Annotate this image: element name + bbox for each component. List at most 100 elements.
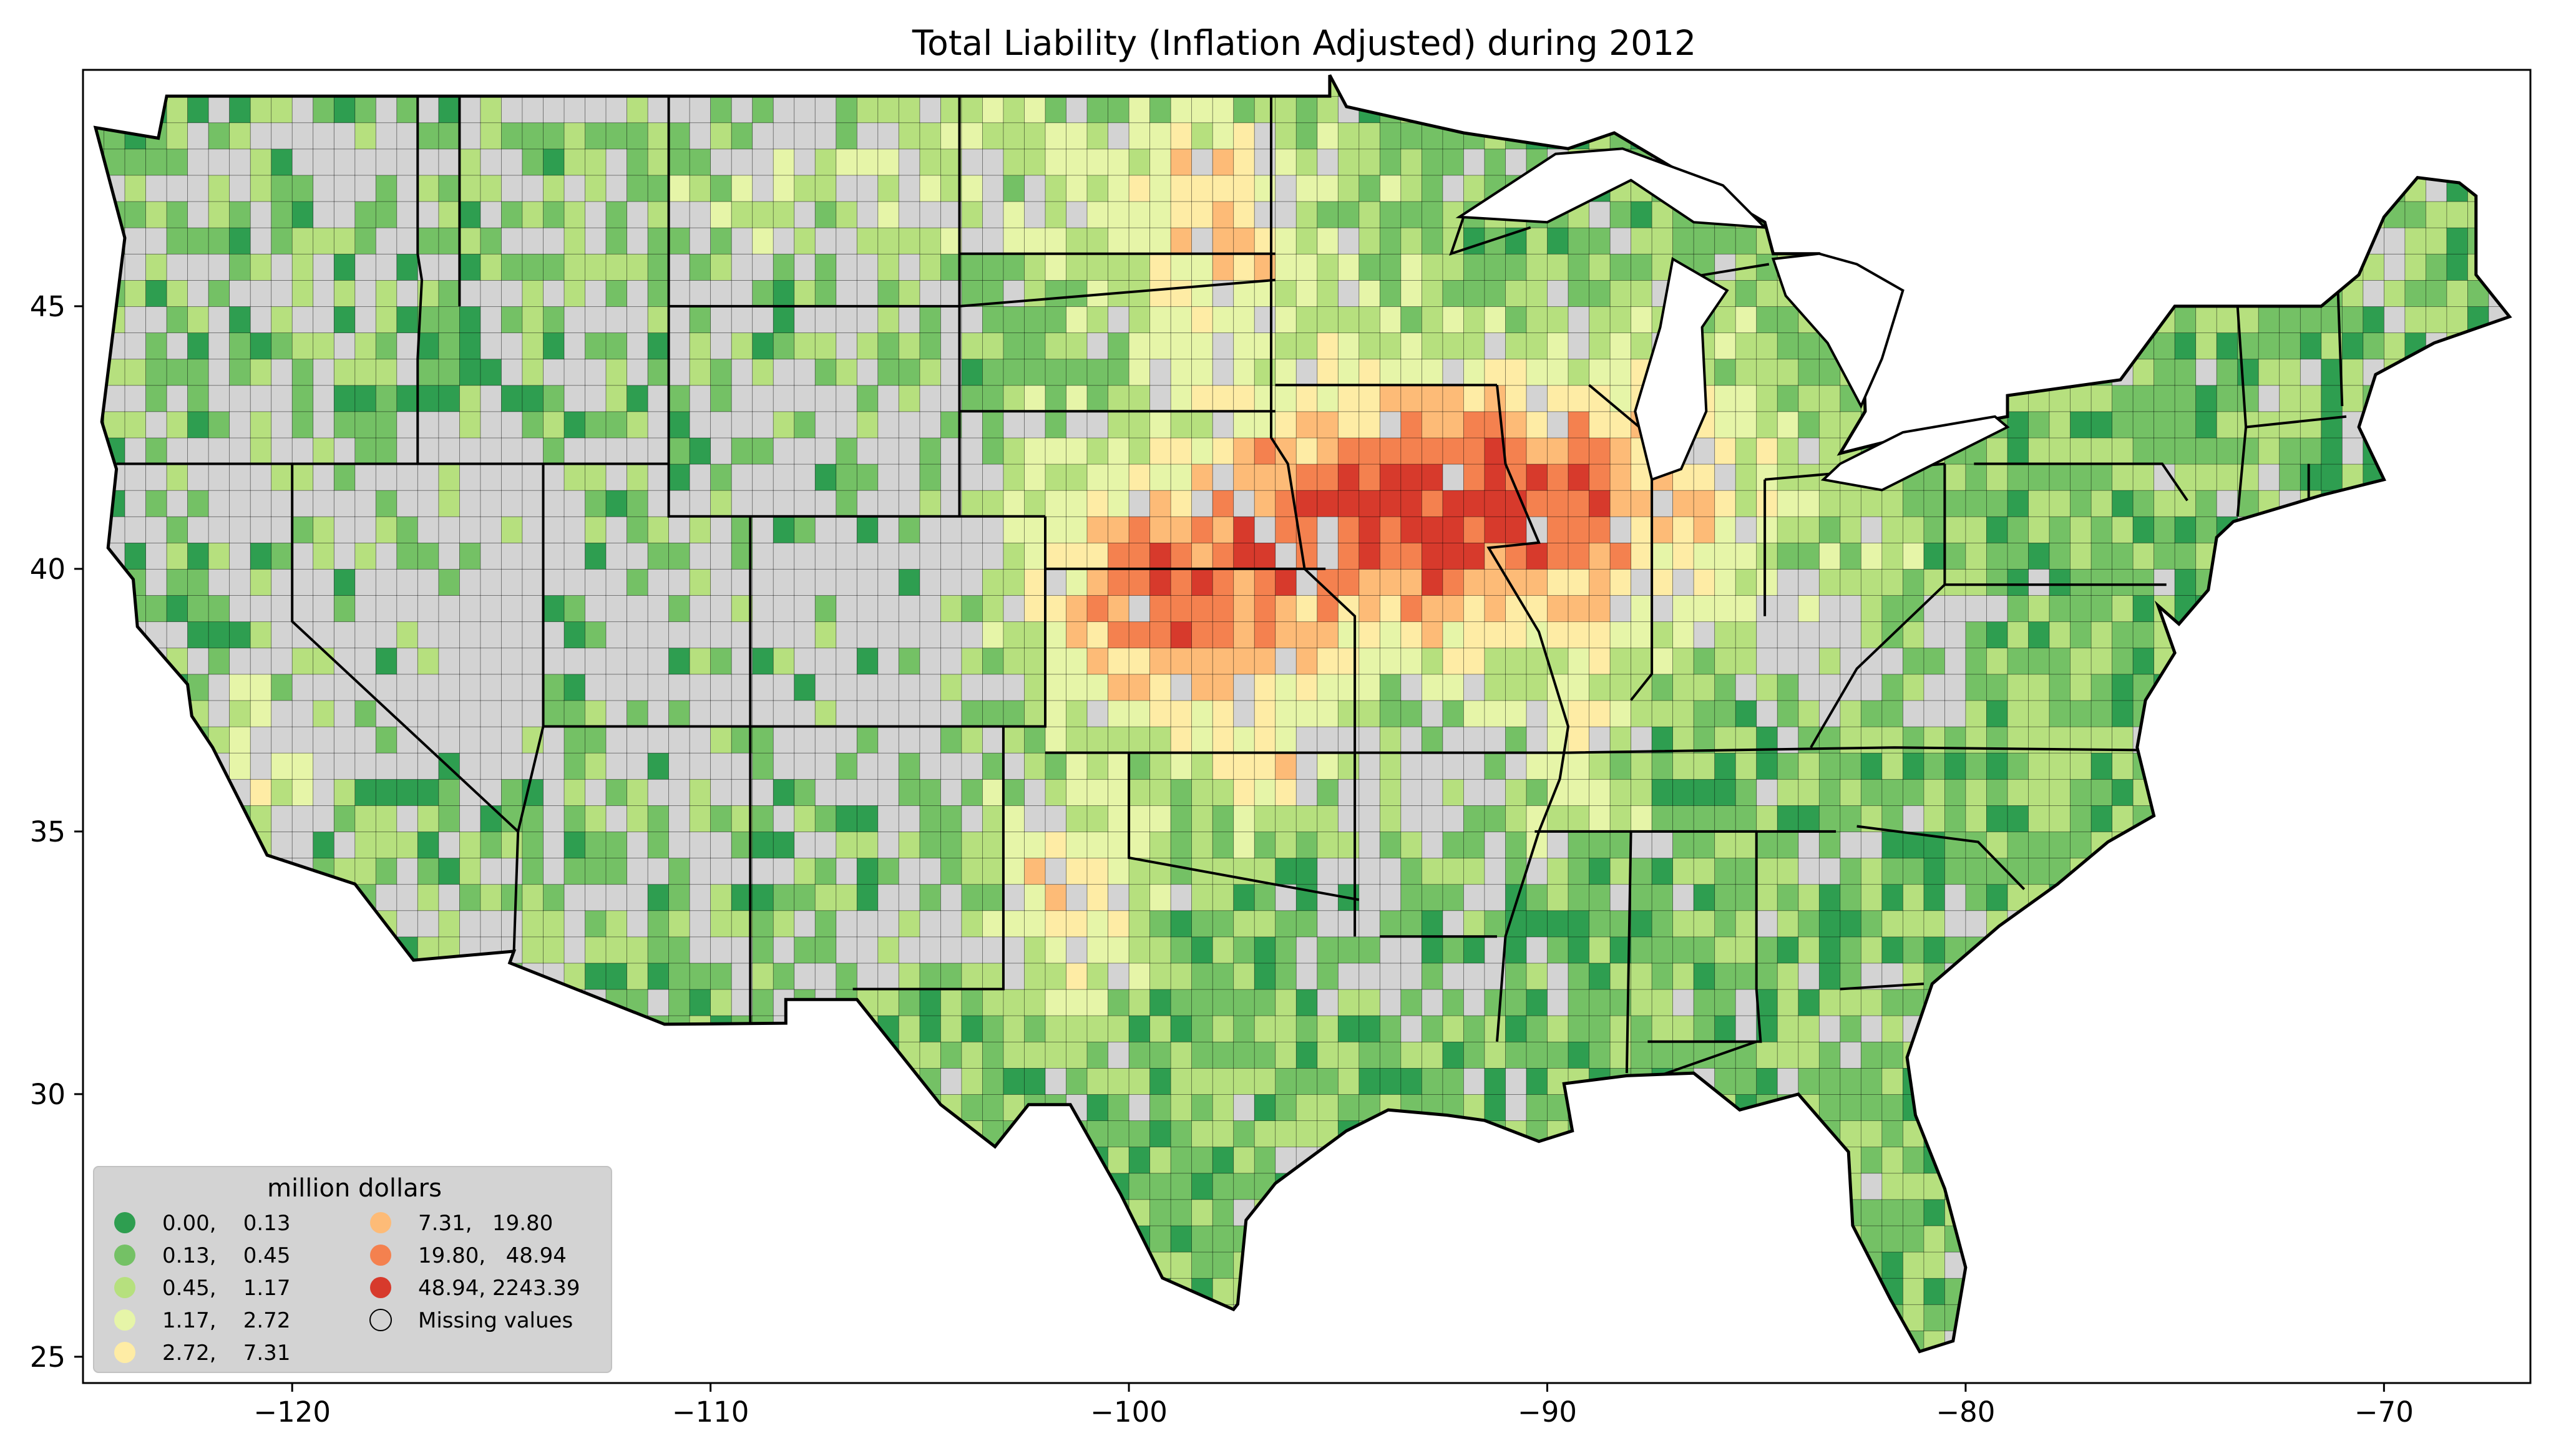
county-cell	[1631, 963, 1653, 990]
county-cell	[1045, 148, 1067, 176]
county-cell	[1086, 963, 1109, 990]
county-cell	[1923, 1304, 1946, 1331]
county-cell	[1609, 595, 1632, 623]
county-cell	[291, 752, 314, 780]
county-cell	[2132, 410, 2155, 439]
county-cell	[752, 910, 774, 938]
county-cell	[752, 673, 774, 701]
county-cell	[438, 700, 461, 727]
county-cell	[313, 253, 335, 281]
county-cell	[1818, 989, 1841, 1016]
county-cell	[145, 148, 168, 176]
county-cell	[1358, 910, 1381, 938]
county-cell	[1609, 201, 1632, 228]
county-cell	[229, 95, 251, 124]
county-cell	[689, 595, 711, 623]
county-cell	[689, 122, 711, 150]
county-cell	[1024, 306, 1046, 333]
county-cell	[1442, 1067, 1465, 1095]
county-cell	[250, 542, 272, 570]
county-cell	[877, 122, 900, 150]
county-cell	[1756, 752, 1778, 780]
county-cell	[438, 542, 461, 570]
county-cell	[1818, 805, 1841, 832]
county-cell	[1860, 621, 1883, 649]
county-cell	[1295, 673, 1318, 701]
county-cell	[1379, 410, 1402, 439]
county-cell	[1798, 883, 1820, 911]
county-cell	[1735, 437, 1757, 465]
county-cell	[1505, 332, 1527, 360]
county-cell	[1714, 805, 1737, 832]
county-cell	[1421, 279, 1443, 307]
county-cell	[1735, 621, 1757, 649]
county-cell	[836, 673, 858, 701]
county-cell	[208, 410, 230, 439]
county-cell	[647, 700, 670, 727]
county-cell	[1944, 463, 1966, 491]
county-cell	[480, 700, 502, 727]
county-cell	[1317, 279, 1339, 307]
county-cell	[961, 910, 983, 938]
county-cell	[187, 621, 210, 649]
county-cell	[1840, 1041, 1862, 1069]
county-cell	[1526, 1041, 1548, 1069]
county-cell	[271, 358, 293, 386]
county-cell	[1254, 384, 1276, 412]
county-cell	[814, 568, 837, 596]
county-cell	[1902, 673, 1924, 701]
county-cell	[501, 595, 523, 623]
county-cell	[417, 437, 439, 465]
county-cell	[229, 568, 251, 596]
county-cell	[2112, 463, 2134, 491]
county-cell	[250, 490, 272, 517]
county-cell	[1170, 174, 1193, 202]
county-cell	[1170, 726, 1193, 754]
county-cell	[1066, 936, 1088, 964]
county-cell	[1379, 1041, 1402, 1069]
county-cell	[1631, 253, 1653, 281]
county-cell	[1589, 726, 1611, 754]
county-cell	[1191, 883, 1214, 911]
county-cell	[856, 752, 879, 780]
county-cell	[354, 148, 377, 176]
county-cell	[1233, 1094, 1256, 1122]
county-cell	[1818, 752, 1841, 780]
county-cell	[145, 201, 168, 228]
county-cell	[124, 227, 147, 255]
county-cell	[1128, 253, 1151, 281]
county-cell	[1233, 700, 1256, 727]
county-cell	[417, 883, 439, 911]
county-cell	[1944, 542, 1966, 570]
county-cell	[836, 647, 858, 675]
county-cell	[1295, 358, 1318, 386]
county-cell	[1735, 779, 1757, 806]
county-cell	[501, 779, 523, 806]
county-cell	[1337, 463, 1360, 491]
county-cell	[354, 831, 377, 859]
county-cell	[668, 647, 691, 675]
county-cell	[2049, 831, 2071, 859]
county-cell	[333, 542, 356, 570]
county-cell	[1233, 910, 1256, 938]
county-cell	[940, 1041, 962, 1069]
county-cell	[1651, 621, 1674, 649]
county-cell	[1128, 568, 1151, 596]
county-cell	[1045, 989, 1067, 1016]
county-cell	[1149, 963, 1172, 990]
county-cell	[375, 857, 398, 885]
county-cell	[605, 805, 628, 832]
county-cell	[1693, 752, 1715, 780]
county-cell	[1317, 490, 1339, 517]
county-cell	[145, 384, 168, 412]
county-cell	[1756, 963, 1778, 990]
county-cell	[2132, 384, 2155, 412]
county-cell	[1045, 174, 1067, 202]
county-cell	[1547, 437, 1569, 465]
county-cell	[1086, 621, 1109, 649]
county-cell	[1944, 883, 1966, 911]
county-cell	[1965, 568, 1988, 596]
county-cell	[543, 463, 565, 491]
county-cell	[563, 936, 586, 964]
county-cell	[919, 542, 942, 570]
